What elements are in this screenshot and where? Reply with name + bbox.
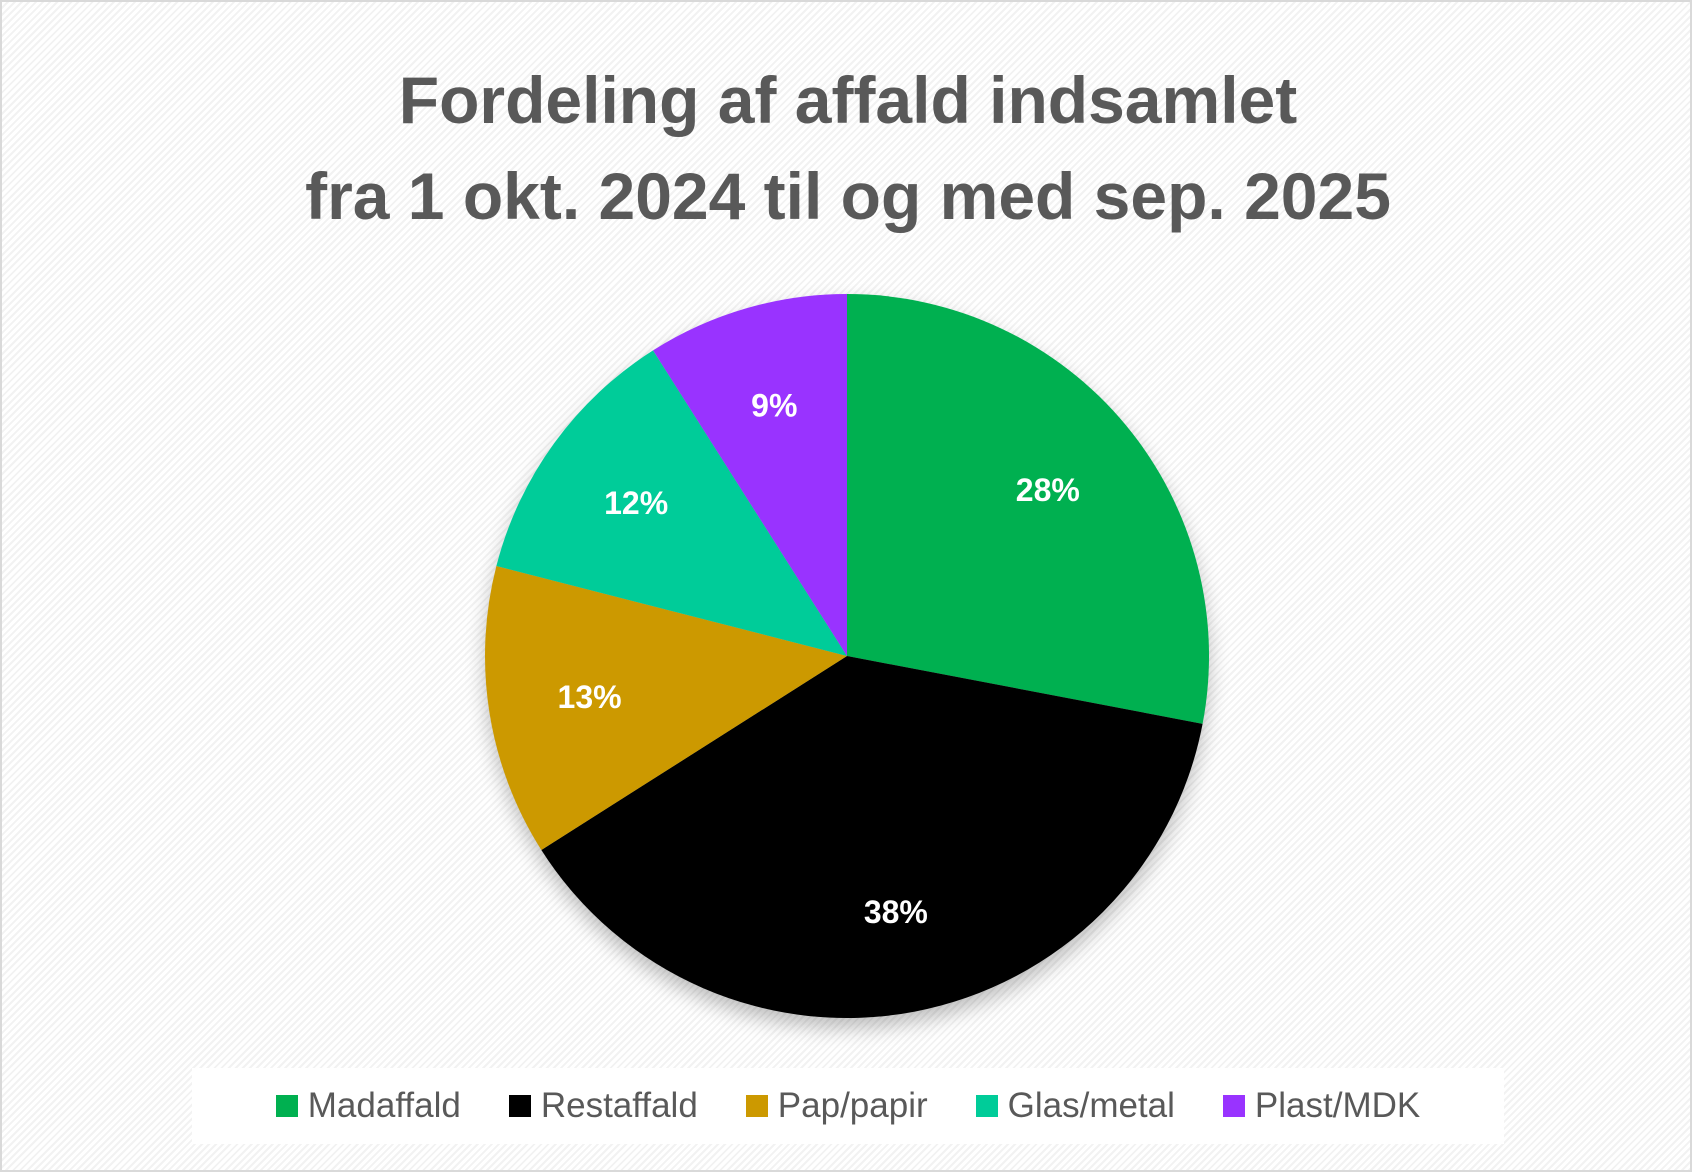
- pie-slice-restaffald: [541, 656, 1203, 1019]
- legend-item: Pap/papir: [745, 1086, 928, 1126]
- legend-label: Glas/metal: [1007, 1086, 1175, 1125]
- legend-item: Madaffald: [275, 1086, 461, 1126]
- data-label: 38%: [864, 894, 928, 930]
- legend-item: Plast/MDK: [1222, 1086, 1421, 1126]
- title-line-1: Fordeling af affald indsamlet: [398, 63, 1298, 137]
- legend-swatch: [745, 1095, 768, 1117]
- legend: Madaffald Restaffald Pap/papir Glas/metal Pl…: [192, 1068, 1504, 1144]
- legend-label: Plast/MDK: [1254, 1086, 1421, 1125]
- legend-swatch: [508, 1095, 531, 1117]
- legend-label: Madaffald: [307, 1086, 461, 1125]
- pie-slice-pap-papir: [485, 565, 847, 850]
- legend-label: Restaffald: [540, 1086, 698, 1125]
- chart-title: Fordeling af affald indsamlet fra 1 okt.…: [2, 52, 1692, 244]
- pie-slice-glas-metal: [496, 350, 847, 656]
- pie-slice-plast-mdk: [653, 294, 847, 656]
- legend-item: Restaffald: [508, 1086, 698, 1126]
- legend-label: Pap/papir: [777, 1086, 928, 1125]
- data-label: 9%: [751, 388, 797, 424]
- legend-swatch: [1222, 1095, 1245, 1117]
- pie-slice-madaffald: [847, 294, 1210, 724]
- title-line-2: fra 1 okt. 2024 til og med sep. 2025: [305, 159, 1391, 233]
- data-label: 28%: [1016, 472, 1080, 508]
- legend-swatch: [975, 1095, 998, 1117]
- data-label: 13%: [558, 679, 622, 715]
- legend-swatch: [275, 1095, 298, 1117]
- data-label: 12%: [604, 485, 668, 521]
- legend-item: Glas/metal: [975, 1086, 1175, 1126]
